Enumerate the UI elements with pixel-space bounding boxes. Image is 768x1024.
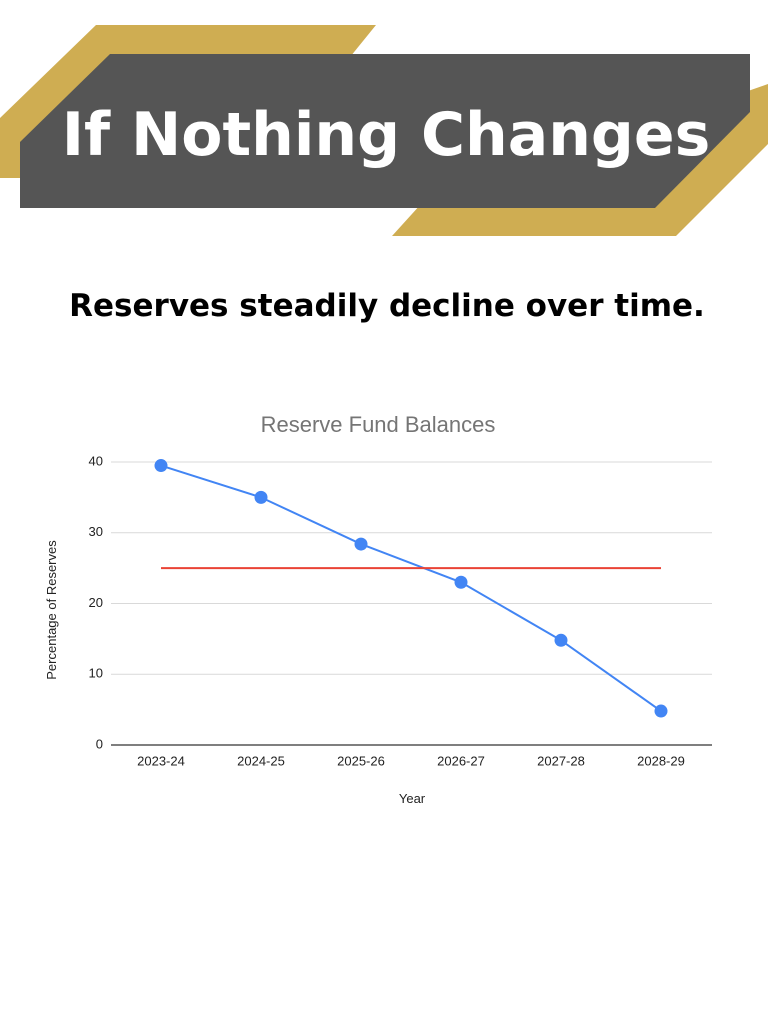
y-tick-label: 30	[89, 524, 103, 539]
y-tick-label: 0	[96, 736, 103, 751]
data-point	[354, 537, 368, 551]
x-tick-label: 2025-26	[337, 753, 385, 768]
x-tick-label: 2026-27	[437, 753, 485, 768]
y-tick-label: 20	[89, 595, 103, 610]
data-point	[454, 575, 468, 589]
x-axis-label: Year	[399, 791, 426, 806]
chart-title: Reserve Fund Balances	[261, 412, 496, 437]
data-point	[254, 490, 268, 504]
x-tick-label: 2027-28	[537, 753, 585, 768]
series-line	[160, 464, 662, 712]
data-point	[554, 633, 568, 647]
data-point	[654, 704, 668, 718]
y-tick-label: 40	[89, 453, 103, 468]
y-tick-label: 10	[89, 666, 103, 681]
banner	[20, 54, 750, 208]
x-tick-label: 2024-25	[237, 753, 285, 768]
x-tick-label: 2028-29	[637, 753, 685, 768]
subtitle: Reserves steadily decline over time.	[69, 288, 705, 324]
y-axis-label: Percentage of Reserves	[44, 540, 59, 680]
banner-title: If Nothing Changes	[62, 100, 711, 170]
x-tick-label: 2023-24	[137, 753, 185, 768]
data-point	[154, 459, 168, 473]
